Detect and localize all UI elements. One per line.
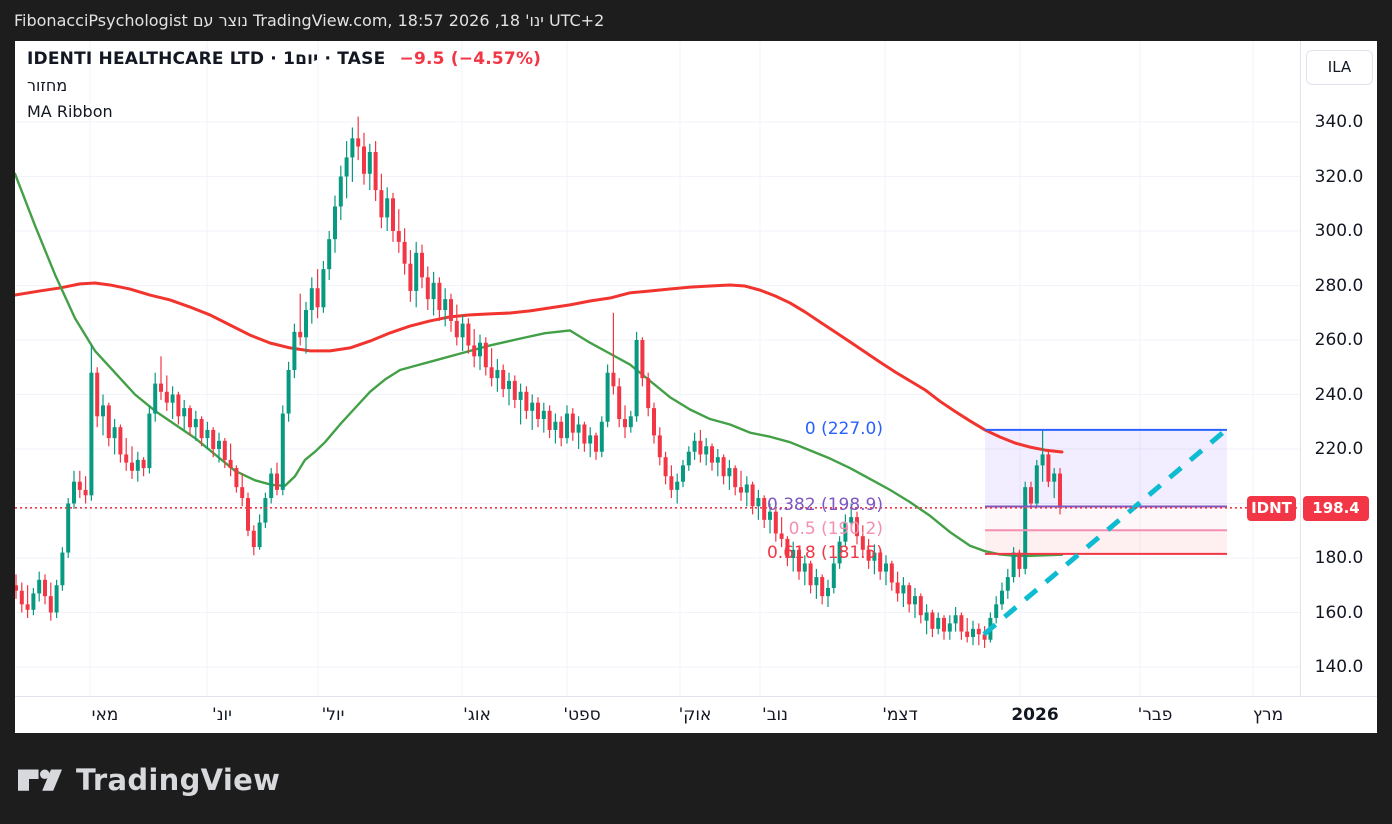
indicator-ma-ribbon[interactable]: MA Ribbon	[27, 102, 113, 121]
candles-layer	[15, 116, 1062, 648]
chart-canvas[interactable]	[15, 41, 1300, 696]
fib-label-0.618: 0.618 (181.5)	[766, 542, 883, 563]
fib-label-0.382: 0.382 (198.9)	[766, 495, 883, 516]
gridlines	[15, 41, 1300, 696]
symbol-price-badge: IDNT	[1247, 495, 1296, 521]
price-tick-label: 240.0	[1314, 384, 1364, 405]
fib-level-lines	[985, 428, 1227, 555]
symbol-name: IDENTI HEALTHCARE LTD	[27, 49, 265, 69]
fib-label-0: 0 (227.0)	[804, 418, 883, 439]
separator-dot: ·	[270, 49, 277, 69]
footer-bar: TradingView	[0, 733, 1392, 824]
time-tick-label: יול'	[321, 705, 345, 725]
price-tick-label: 220.0	[1314, 439, 1364, 459]
time-tick-label: 2026	[1011, 705, 1059, 725]
fib-zone-fills	[985, 429, 1227, 554]
currency-button[interactable]: ILA	[1306, 50, 1373, 85]
price-tick-label: 160.0	[1314, 602, 1364, 623]
time-tick-label: ספט'	[563, 705, 601, 725]
chart-area[interactable]: IDENTI HEALTHCARE LTD · 1יום · TASE −9.5…	[15, 41, 1300, 696]
price-change: −9.5 (−4.57%)	[399, 49, 542, 69]
tradingview-logo-text: TradingView	[76, 763, 281, 797]
price-axis[interactable]: ILA 340.0 320.0 300.0 280.0 260.0 240.0 220.0 1…	[1300, 41, 1377, 696]
tradingview-logo-icon	[18, 769, 62, 791]
time-tick-label: מאי	[91, 705, 119, 725]
attribution-text: FibonacciPsychologist נוצר עם TradingVie…	[14, 11, 605, 30]
exchange-label: TASE	[337, 49, 386, 69]
separator-dot: ·	[324, 49, 332, 69]
time-axis[interactable]: מאי יונ' יול' אוג' ספט' אוק' נוב' דצמ' 2026 פבר' מ…	[15, 696, 1377, 733]
price-tick-label: 280.0	[1314, 275, 1364, 296]
tradingview-logo[interactable]: TradingView	[18, 763, 280, 797]
time-tick-label: יונ'	[212, 705, 232, 725]
interval-label: 1יום	[283, 49, 319, 69]
time-tick-label: דצמ'	[882, 705, 918, 725]
time-tick-label: נוב'	[762, 705, 788, 725]
price-tick-label: 300.0	[1314, 221, 1364, 241]
price-tick-label: 180.0	[1314, 548, 1364, 568]
price-tick-label: 320.0	[1314, 166, 1364, 187]
attribution-bar: FibonacciPsychologist נוצר עם TradingVie…	[0, 0, 1392, 41]
fib-label-0.5: 0.5 (190.2)	[788, 519, 883, 540]
time-tick-label: פבר'	[1137, 705, 1173, 725]
price-tick-label: 260.0	[1314, 330, 1364, 350]
time-tick-label: מרץ	[1252, 705, 1284, 725]
last-price-badge: 198.4	[1303, 495, 1369, 521]
price-tick-label: 340.0	[1314, 112, 1364, 132]
symbol-title-row[interactable]: IDENTI HEALTHCARE LTD · 1יום · TASE −9.5…	[27, 49, 541, 69]
time-tick-label: אוק'	[678, 705, 712, 725]
chart-legend: IDENTI HEALTHCARE LTD · 1יום · TASE −9.5…	[27, 49, 541, 121]
indicator-volume[interactable]: מחזור	[27, 76, 68, 95]
time-tick-label: אוג'	[463, 705, 491, 725]
price-tick-label: 140.0	[1314, 657, 1364, 677]
